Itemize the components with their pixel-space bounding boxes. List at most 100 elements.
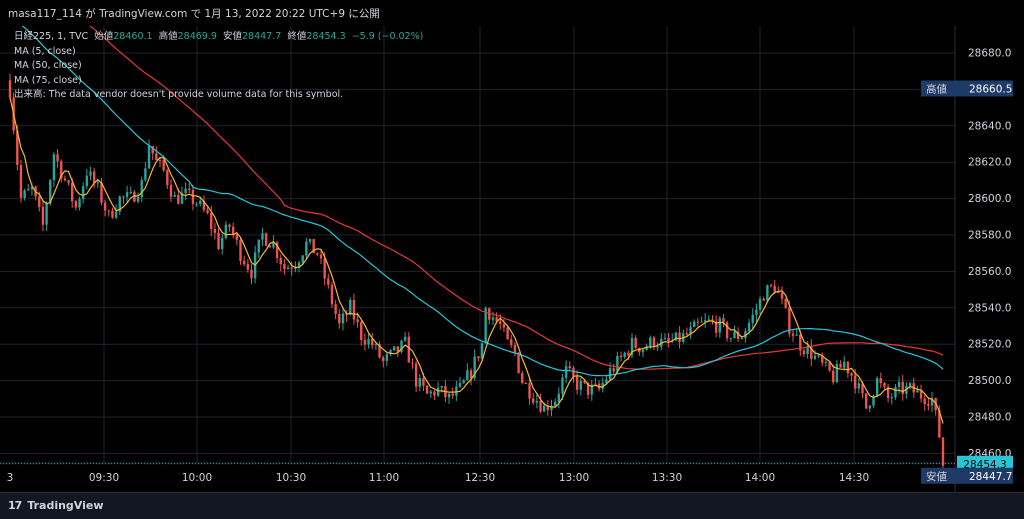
- candle-body: [341, 313, 345, 324]
- ma50-line: [21, 26, 944, 377]
- candle-body: [473, 356, 476, 379]
- y-tick-label: 28480.0: [968, 412, 1011, 424]
- y-tick-label: 28600.0: [968, 193, 1011, 205]
- candle-body: [371, 338, 374, 346]
- price-labels: 高値 28660.5 28454.3 安値 28447.7: [921, 80, 1013, 484]
- candle-body: [689, 326, 692, 335]
- ma50-legend[interactable]: MA (50, close): [14, 60, 82, 71]
- candle-body: [853, 375, 857, 389]
- candle-body: [312, 239, 315, 254]
- ma5-legend[interactable]: MA (5, close): [14, 45, 76, 57]
- candle-body: [382, 357, 385, 361]
- published-info: masa117_114 が TradingView.com で 1月 13, 2…: [8, 8, 380, 20]
- candle-body: [627, 352, 630, 356]
- ma5-line: [9, 97, 944, 424]
- candle-body: [147, 146, 151, 169]
- candle-body: [843, 361, 846, 368]
- ma75-line: [89, 26, 944, 370]
- candle-body: [297, 262, 301, 268]
- candle-body: [74, 201, 78, 208]
- candle-body: [257, 239, 260, 253]
- candle-body: [861, 383, 864, 394]
- top-bar: masa117_114 が TradingView.com で 1月 13, 2…: [0, 0, 1024, 26]
- candle-body: [191, 189, 195, 204]
- candle-body: [634, 338, 637, 348]
- candle-body: [649, 337, 652, 347]
- candle-body: [440, 386, 443, 388]
- candle-body: [107, 210, 110, 212]
- candle-body: [213, 228, 217, 233]
- symbol-label[interactable]: 日経225, 1, TVC: [14, 31, 89, 42]
- candle-body: [532, 398, 535, 403]
- candle-body: [422, 377, 425, 386]
- ma75-legend[interactable]: MA (75, close): [14, 74, 82, 86]
- candle-body: [63, 178, 67, 181]
- candle-body: [158, 159, 162, 161]
- candle-body: [169, 184, 173, 197]
- candle-body: [378, 344, 381, 358]
- tradingview-logo[interactable]: 17 TradingView: [8, 499, 104, 512]
- candle-body: [484, 308, 487, 344]
- candle-body: [623, 352, 626, 358]
- candle-body: [762, 298, 765, 301]
- candle-body: [45, 203, 48, 225]
- candle-body: [890, 397, 893, 399]
- candle-body: [693, 321, 696, 327]
- candle-body: [923, 398, 926, 405]
- time-axis[interactable]: 3 09:30 10:00 10:30 11:00 12:30 13:00 13:30 14:0…: [7, 472, 953, 484]
- x-tick-label: 11:00: [369, 472, 399, 484]
- chart-background: [0, 26, 1024, 492]
- candle-body: [491, 317, 495, 320]
- candle-body: [868, 405, 872, 409]
- candle-body: [374, 344, 378, 346]
- candle-body: [81, 186, 85, 200]
- candle-body: [334, 304, 337, 314]
- chart[interactable]: 28680.028660.028640.028620.028600.028580…: [0, 26, 1024, 492]
- candle-body: [605, 379, 608, 384]
- candle-body: [499, 321, 502, 325]
- candle-body: [242, 260, 246, 265]
- candle-body: [338, 313, 341, 324]
- candle-body: [714, 321, 718, 333]
- candle-body: [864, 393, 868, 409]
- candle-body: [769, 285, 773, 287]
- candle-body: [901, 381, 904, 394]
- candle-body: [8, 80, 12, 98]
- candle-body: [707, 319, 711, 321]
- candle-body: [927, 404, 930, 406]
- candle-body: [283, 264, 286, 270]
- candle-body: [396, 346, 400, 352]
- candle-body: [502, 324, 506, 328]
- candle-body: [133, 191, 136, 202]
- candle-body: [264, 233, 268, 246]
- candle-body: [883, 383, 886, 387]
- candle-body: [352, 300, 356, 320]
- close-label: 終値: [287, 31, 307, 42]
- candle-body: [674, 332, 678, 341]
- candle-body: [725, 322, 729, 339]
- candle-body: [802, 350, 806, 354]
- candle-body: [608, 368, 612, 380]
- candle-body: [744, 331, 747, 339]
- tradingview-logo-icon: 17: [8, 499, 22, 512]
- candle-body: [773, 285, 776, 292]
- candle-body: [286, 267, 290, 270]
- candle-body: [828, 361, 831, 371]
- x-tick-label: 3: [7, 472, 14, 484]
- y-tick-label: 28560.0: [968, 266, 1011, 278]
- y-tick-label: 28620.0: [968, 157, 1011, 169]
- candle-body: [930, 398, 934, 406]
- candle-body: [652, 337, 656, 347]
- candle-body: [817, 355, 820, 357]
- candle-body: [462, 380, 465, 384]
- candle-body: [480, 343, 484, 359]
- candle-body: [905, 386, 908, 394]
- x-tick-label: 13:30: [652, 472, 682, 484]
- candle-body: [403, 336, 407, 341]
- candle-body: [290, 267, 293, 269]
- y-tick-label: 28520.0: [968, 339, 1011, 351]
- candle-body: [56, 154, 59, 162]
- candle-body: [60, 161, 63, 179]
- candle-body: [294, 267, 297, 269]
- candle-body: [821, 355, 824, 363]
